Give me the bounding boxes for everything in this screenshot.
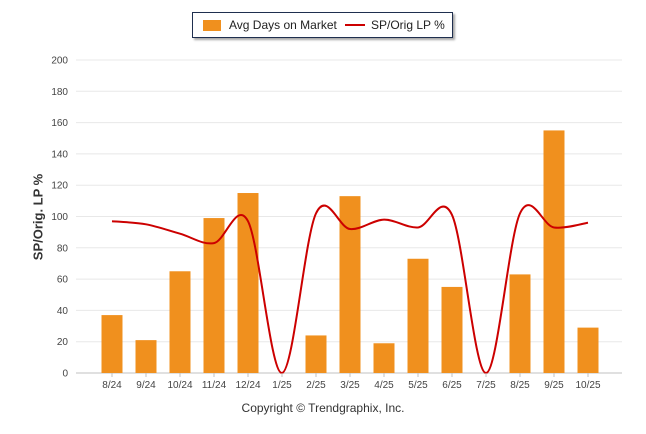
x-tick-label: 3/25 [340,380,360,391]
y-tick-label: 20 [57,337,69,348]
y-tick-label: 160 [51,118,68,129]
x-tick-label: 7/25 [476,380,496,391]
legend-swatch-line [345,24,365,26]
bars [101,130,599,373]
y-tick-label: 0 [62,369,68,380]
legend: Avg Days on Market SP/Orig LP % [192,12,453,38]
y-tick-label: 200 [51,56,68,67]
bar [101,315,123,373]
y-tick-label: 100 [51,212,68,223]
x-tick-label: 8/24 [102,380,122,391]
bar [135,340,157,373]
line-series [111,204,589,375]
bar [577,327,599,373]
bar [169,271,191,373]
x-tick-label: 9/25 [544,380,564,391]
line-series-path [111,204,589,375]
x-tick-label: 2/25 [306,380,326,391]
x-tick-label: 4/25 [374,380,394,391]
x-tick-label: 12/24 [235,380,260,391]
bar [441,286,463,373]
y-tick-label: 120 [51,181,68,192]
y-tick-label: 40 [57,306,69,317]
bar [509,274,531,373]
x-tick-label: 9/24 [136,380,156,391]
y-tick-label: 180 [51,87,68,98]
x-tick-label: 6/25 [442,380,462,391]
y-axis-ticks: 0 20 40 60 80 100 120 140 160 180 200 [51,56,68,380]
x-tick-label: 10/24 [167,380,192,391]
y-axis-title: SP/Orig. LP % [30,173,46,261]
bar [339,196,361,373]
y-tick-label: 140 [51,149,68,160]
x-tick-label: 5/25 [408,380,428,391]
legend-label-bar: Avg Days on Market [229,18,337,32]
copyright-text: Copyright © Trendgraphix, Inc. [241,401,405,415]
x-tick-label: 10/25 [575,380,600,391]
bar [373,343,395,373]
y-tick-label: 80 [57,243,69,254]
bar [543,130,565,373]
bar [203,218,225,373]
y-tick-label: 60 [57,275,69,286]
x-axis-ticks: 8/24 9/24 10/24 11/24 12/24 1/25 2/25 3/25 4/25 5… [102,373,601,391]
x-tick-label: 8/25 [510,380,530,391]
x-tick-label: 1/25 [272,380,292,391]
x-tick-label: 11/24 [202,380,227,391]
legend-label-line: SP/Orig LP % [371,18,445,32]
bar [305,335,327,373]
bar [407,258,429,373]
legend-swatch-bar [203,20,221,31]
